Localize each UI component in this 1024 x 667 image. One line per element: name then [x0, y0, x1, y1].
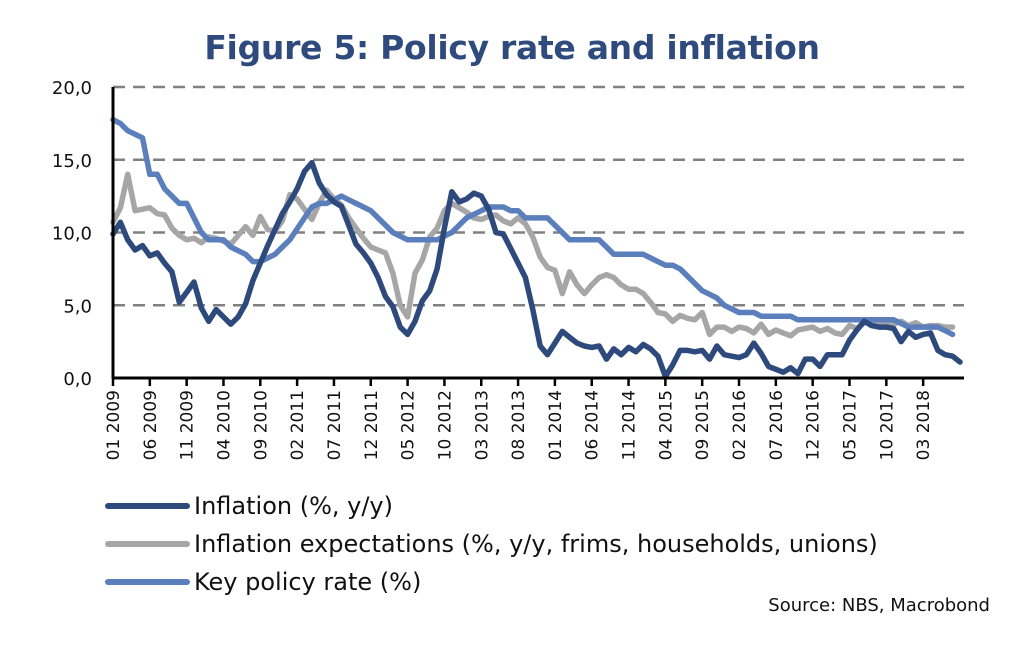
legend-label-inflation: Inflation (%, y/y): [194, 492, 393, 520]
x-tick-label: 03 2018: [914, 390, 934, 460]
y-tick-label: 20,0: [52, 78, 92, 99]
x-tick-label: 11 2009: [178, 390, 198, 460]
x-tick-label: 07 2011: [325, 390, 345, 460]
x-tick-label: 06 2014: [583, 390, 603, 460]
legend-item-inflation: Inflation (%, y/y): [105, 487, 878, 525]
x-tick-label: 09 2015: [693, 390, 713, 460]
x-tick-label: 12 2016: [804, 390, 824, 460]
x-tick-label: 05 2017: [841, 390, 861, 460]
gridlines: [113, 85, 964, 307]
x-tick-label: 05 2012: [399, 390, 419, 460]
x-tick-label: 01 2009: [104, 390, 124, 460]
x-tick-label: 03 2013: [472, 390, 492, 460]
axes: [111, 87, 964, 380]
x-tick-label: 12 2011: [362, 390, 382, 460]
x-tick-label: 02 2016: [730, 390, 750, 460]
y-tick-label: 15,0: [52, 151, 92, 172]
inflation-line: [110, 159, 963, 380]
x-tick-label: 07 2016: [767, 390, 787, 460]
y-tick-label: 5,0: [63, 296, 92, 317]
legend-swatch-inflation-expectations: [105, 541, 190, 547]
x-tick-label: 08 2013: [509, 390, 529, 460]
x-tick-label: 09 2010: [251, 390, 271, 460]
legend-swatch-inflation: [105, 503, 190, 509]
chart-title: Figure 5: Policy rate and inflation: [204, 28, 820, 67]
legend-label-key-policy-rate: Key policy rate (%): [194, 568, 422, 596]
legend: Inflation (%, y/y) Inflation expectation…: [105, 487, 878, 601]
x-tick-label: 01 2014: [546, 390, 566, 460]
x-tick-label: 04 2010: [214, 390, 234, 460]
x-tick-label: 04 2015: [656, 390, 676, 460]
x-tick-label: 10 2017: [877, 390, 897, 460]
x-tick-label: 11 2014: [620, 390, 640, 460]
x-tick-label: 10 2012: [435, 390, 455, 460]
key-policy-rate-line: [110, 116, 956, 338]
series-lines: [110, 116, 963, 380]
x-tick-label: 06 2009: [141, 390, 161, 460]
y-axis-tick-labels: 0,0 5,0 10,0 15,0 20,0: [52, 78, 92, 390]
legend-item-key-policy-rate: Key policy rate (%): [105, 563, 878, 601]
legend-label-inflation-expectations: Inflation expectations (%, y/y, frims, h…: [194, 530, 878, 558]
legend-item-inflation-expectations: Inflation expectations (%, y/y, frims, h…: [105, 525, 878, 563]
y-tick-label: 10,0: [52, 224, 92, 245]
legend-swatch-key-policy-rate: [105, 579, 190, 585]
x-tick-label: 02 2011: [288, 390, 308, 460]
inflation-expectations-line: [110, 171, 956, 339]
y-tick-label: 0,0: [63, 369, 92, 390]
source-note: Source: NBS, Macrobond: [768, 595, 990, 616]
x-axis-tick-labels: 01 2009 06 2009 11 2009 04 2010 09 2010 02 20…: [104, 378, 934, 460]
